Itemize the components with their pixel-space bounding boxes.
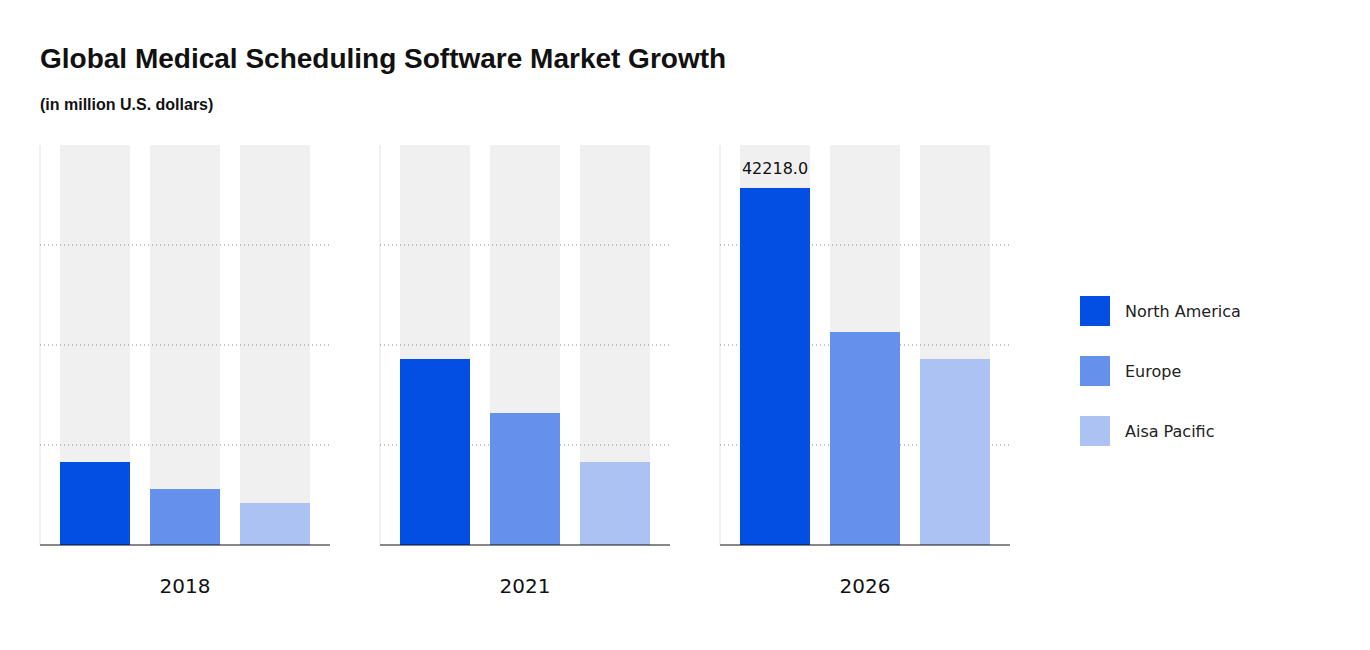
bar [580, 462, 650, 545]
bars [60, 462, 310, 545]
bar [150, 489, 220, 545]
grid-line [380, 345, 670, 346]
legend-swatch [1080, 356, 1110, 386]
bar-background [830, 145, 900, 545]
group: 42218.0 2026 [720, 145, 1010, 598]
legend-label: Aisa Pacific [1125, 422, 1214, 441]
bar [490, 413, 560, 545]
legend-swatch [1080, 416, 1110, 446]
subtitle: (in million U.S. dollars) [40, 96, 213, 113]
grid-line [380, 245, 670, 246]
x-tick-label: 2026 [840, 574, 891, 598]
group: 2018 [40, 145, 330, 598]
legend-swatch [1080, 296, 1110, 326]
bar [830, 332, 900, 545]
bar [60, 462, 130, 545]
x-axis-line [720, 545, 1010, 546]
bar [920, 359, 990, 545]
title: Global Medical Scheduling Software Marke… [40, 43, 726, 74]
bar-background [400, 145, 470, 545]
bar-background [240, 145, 310, 545]
bars [740, 188, 990, 545]
bar-background [580, 145, 650, 545]
legend-label: North America [1125, 302, 1241, 321]
bar-background [920, 145, 990, 545]
group: 2021 [380, 145, 670, 598]
bar-background [60, 145, 130, 545]
bar [740, 188, 810, 545]
data-label: 42218.0 [742, 159, 808, 178]
bar [400, 359, 470, 545]
legend: North America Europe Aisa Pacific [1080, 296, 1241, 446]
x-tick-label: 2021 [500, 574, 551, 598]
x-axis-line [40, 545, 330, 546]
x-axis-line [380, 545, 670, 546]
bar [240, 503, 310, 545]
chart: Global Medical Scheduling Software Marke… [0, 0, 1370, 650]
grid-line [40, 445, 330, 446]
bar-background [740, 145, 810, 545]
grid-line [40, 245, 330, 246]
legend-label: Europe [1125, 362, 1181, 381]
grid-line [40, 345, 330, 346]
x-tick-label: 2018 [160, 574, 211, 598]
bars [400, 359, 650, 545]
